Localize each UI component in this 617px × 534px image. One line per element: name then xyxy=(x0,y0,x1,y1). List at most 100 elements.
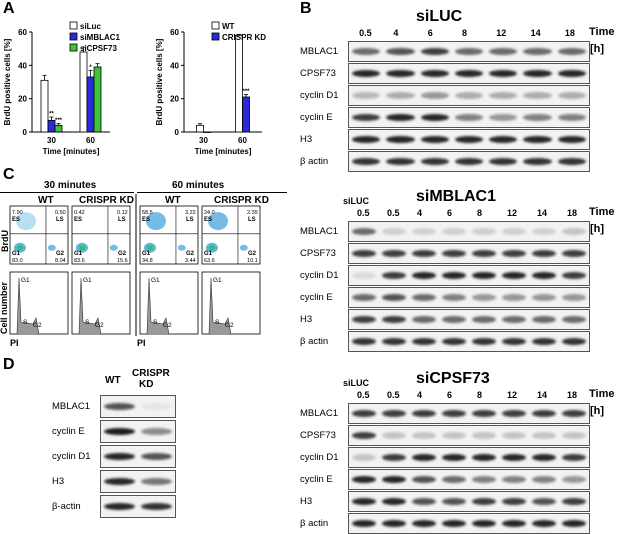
blot-strip xyxy=(100,445,176,468)
hist-label-g1: G1 xyxy=(213,277,222,284)
timepoint-label: 6 xyxy=(447,208,453,218)
blot-band xyxy=(489,136,518,143)
blot-band xyxy=(502,520,526,527)
blot-strip xyxy=(348,85,590,106)
gate-label-g2: G2 xyxy=(186,251,195,257)
gate-label-es: ES xyxy=(142,217,150,223)
bar xyxy=(47,119,56,133)
blot-band xyxy=(523,114,552,121)
panel-label-c: C xyxy=(3,166,15,183)
blot-band xyxy=(141,428,172,435)
blot-strip xyxy=(348,331,590,352)
cell-population-g2 xyxy=(177,244,186,251)
blot-band xyxy=(386,158,415,165)
gate-value-g1: 63.6 xyxy=(204,258,215,264)
blot-strip xyxy=(100,395,176,418)
blot-band xyxy=(382,272,406,279)
blot-row-label: cyclin E xyxy=(300,292,333,303)
blot-d-rows: MBLAC1 cyclin E cyclin D1 H3 β-actin xyxy=(0,395,200,520)
bar xyxy=(242,96,250,133)
unit-label: [h] xyxy=(590,43,605,55)
gate-label-g2: G2 xyxy=(56,251,65,257)
blot-band xyxy=(502,228,526,235)
d-col-ko-2: KD xyxy=(139,379,154,390)
blot-band xyxy=(454,136,484,143)
blot-row-label: MBLAC1 xyxy=(300,408,339,419)
blot-band xyxy=(104,403,135,410)
x-tick-label: 30 xyxy=(47,136,56,145)
blot-band xyxy=(442,454,466,461)
hist-label-s: S xyxy=(85,319,90,326)
blot-band xyxy=(420,136,449,143)
cell-population-es xyxy=(146,212,166,231)
legend-swatch xyxy=(69,32,78,41)
blot-band xyxy=(382,520,406,527)
timepoint-label: 18 xyxy=(564,28,575,38)
blot-row-label: H3 xyxy=(300,496,313,507)
blot-band xyxy=(502,338,526,345)
blot-band xyxy=(382,316,406,323)
blot-band xyxy=(386,136,415,143)
blot-band xyxy=(502,272,526,279)
y-tick-label: 60 xyxy=(18,28,27,37)
blot-row-label: H3 xyxy=(52,476,65,487)
blot-band xyxy=(412,520,436,527)
blot-band xyxy=(420,48,449,55)
blot-band xyxy=(562,476,586,483)
blot-band xyxy=(489,158,518,165)
timepoint-label: 8 xyxy=(477,390,483,400)
blot-band xyxy=(532,228,556,235)
blot-band xyxy=(562,228,586,235)
timepoint-label: 6 xyxy=(427,28,433,38)
blot-band xyxy=(412,316,436,323)
blot-band xyxy=(523,48,552,55)
blot-band xyxy=(489,48,518,55)
col-ko-60: CRISPR KD xyxy=(214,195,270,206)
y-tick-label: 20 xyxy=(18,95,27,104)
blot-strip xyxy=(100,495,176,518)
hist-label-g1: G1 xyxy=(83,277,92,284)
blot-row-label: CPSF73 xyxy=(300,68,336,79)
blot-band xyxy=(412,410,436,417)
blot-band xyxy=(442,316,466,323)
blot-band xyxy=(562,498,586,505)
blot-strip xyxy=(100,470,176,493)
blot-band xyxy=(104,428,135,435)
blot-band xyxy=(442,432,466,439)
blot-band xyxy=(532,316,556,323)
cell-population-g2 xyxy=(47,244,56,251)
blot-title: siCPSF73 xyxy=(416,370,490,387)
bar xyxy=(235,34,243,133)
blot-band xyxy=(141,403,172,410)
blot-band xyxy=(454,70,484,77)
blot-strip xyxy=(348,107,590,128)
blot-band xyxy=(532,476,556,483)
time-label: Time xyxy=(589,26,615,38)
group-underline-30 xyxy=(0,192,134,193)
significance-label: *** xyxy=(242,89,250,95)
gate-value-g1: 83.0 xyxy=(12,258,23,264)
blot-band xyxy=(386,70,415,77)
group-60-label: 60 minutes xyxy=(172,180,225,191)
blot-row-label: β actin xyxy=(300,336,329,347)
scatter-frame xyxy=(9,205,69,265)
gate-value-ls: 3.22 xyxy=(185,210,196,216)
blot-band xyxy=(562,316,586,323)
blot-row-label: β-actin xyxy=(52,501,81,512)
legend-swatch xyxy=(211,32,220,41)
significance-label: ** xyxy=(49,112,54,118)
blot-band xyxy=(472,476,496,483)
blot-band xyxy=(382,294,406,301)
hist-label-s: S xyxy=(23,319,28,326)
blot-band xyxy=(562,432,586,439)
blot-strip xyxy=(348,129,590,150)
y-tick-label: 60 xyxy=(170,28,179,37)
gate-value-g2: 8.04 xyxy=(55,258,66,264)
gate-label-g1: G1 xyxy=(204,251,213,257)
significance-label: * xyxy=(89,65,92,71)
blot-band xyxy=(557,158,586,165)
blot-band xyxy=(502,476,526,483)
blot-band xyxy=(352,250,376,257)
blot-band xyxy=(382,454,406,461)
